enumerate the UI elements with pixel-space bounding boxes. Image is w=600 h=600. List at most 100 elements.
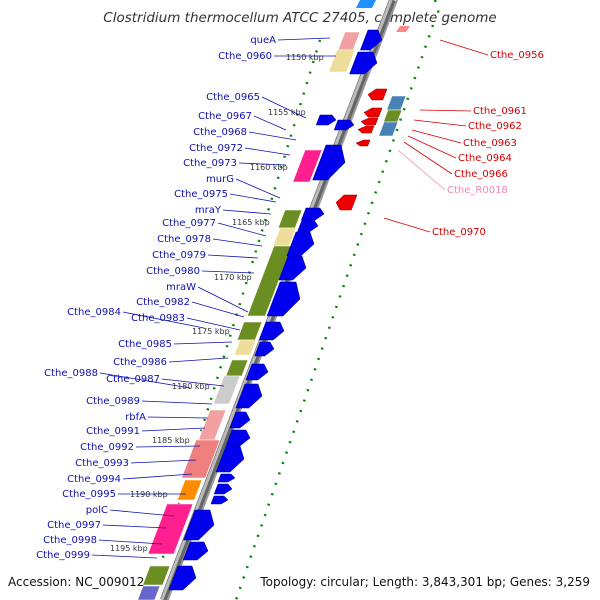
gene-label-rbfa: rbfA bbox=[125, 412, 146, 423]
gene-feature-block bbox=[246, 245, 293, 317]
reverse-gene-arrow bbox=[360, 117, 379, 126]
gene-leader-line bbox=[130, 459, 197, 464]
gene-label-cthe_0998: Cthe_0998 bbox=[43, 535, 97, 546]
reverse-gene-arrow bbox=[396, 26, 410, 32]
gene-label-cthe_0997: Cthe_0997 bbox=[47, 520, 101, 531]
gene-label-cthe_0962: Cthe_0962 bbox=[468, 121, 522, 132]
gene-leader-line bbox=[186, 317, 241, 331]
gene-leader-line bbox=[168, 357, 229, 363]
gene-leader-line bbox=[201, 270, 255, 274]
dotted-guide-line bbox=[234, 24, 435, 600]
gene-feature-block bbox=[225, 359, 249, 377]
gene-leader-line bbox=[122, 311, 205, 329]
gene-label-cthe_0961: Cthe_0961 bbox=[473, 106, 527, 117]
reverse-gene-arrow bbox=[357, 125, 375, 134]
gene-label-cthe_0984: Cthe_0984 bbox=[67, 307, 121, 318]
gene-feature-block bbox=[137, 585, 161, 600]
gene-feature-block bbox=[386, 95, 407, 111]
gene-feature-block bbox=[147, 503, 194, 555]
gene-leader-line bbox=[207, 254, 259, 259]
gene-leader-line bbox=[91, 554, 158, 559]
kbp-tick-label: 1175 kbp bbox=[192, 327, 230, 336]
forward-gene-arrow bbox=[213, 483, 233, 495]
gene-leader-line bbox=[98, 539, 163, 545]
gene-leader-line bbox=[411, 129, 462, 144]
gene-leader-line bbox=[407, 135, 457, 159]
gene-leader-line bbox=[191, 301, 245, 318]
gene-label-cthe_0993: Cthe_0993 bbox=[75, 458, 129, 469]
gene-leader-line bbox=[277, 37, 331, 41]
gene-label-cthe_0982: Cthe_0982 bbox=[136, 297, 190, 308]
gene-leader-line bbox=[397, 149, 446, 191]
forward-gene-arrow bbox=[235, 383, 263, 409]
gene-label-cthe_0994: Cthe_0994 bbox=[67, 474, 121, 485]
gene-leader-line bbox=[403, 141, 453, 175]
forward-gene-arrow bbox=[254, 341, 275, 357]
gene-leader-line bbox=[197, 286, 249, 313]
forward-gene-arrow bbox=[301, 207, 325, 221]
gene-label-cthe_0991: Cthe_0991 bbox=[86, 426, 140, 437]
forward-gene-arrow bbox=[182, 541, 209, 561]
gene-label-cthe_r0018: Cthe_R0018 bbox=[447, 185, 508, 196]
forward-gene-arrow bbox=[168, 565, 197, 591]
gene-leader-line bbox=[238, 162, 287, 166]
gene-leader-line bbox=[147, 416, 209, 419]
gene-leader-line bbox=[141, 400, 213, 405]
gene-label-cthe_0986: Cthe_0986 bbox=[113, 357, 167, 368]
gene-feature-block bbox=[337, 31, 361, 51]
gene-leader-line bbox=[248, 131, 297, 141]
gene-label-quea: queA bbox=[250, 35, 276, 46]
kbp-tick-label: 1180 kbp bbox=[172, 382, 210, 391]
gene-label-cthe_0999: Cthe_0999 bbox=[36, 550, 90, 561]
kbp-tick-label: 1185 kbp bbox=[152, 436, 190, 445]
kbp-tick-label: 1155 kbp bbox=[268, 108, 306, 117]
forward-gene-arrow bbox=[215, 445, 245, 473]
forward-gene-arrow bbox=[333, 119, 355, 131]
gene-feature-block bbox=[328, 49, 356, 73]
gene-label-cthe_0970: Cthe_0970 bbox=[432, 227, 486, 238]
gene-label-cthe_0983: Cthe_0983 bbox=[131, 313, 185, 324]
gene-label-cthe_0966: Cthe_0966 bbox=[454, 169, 508, 180]
forward-gene-arrow bbox=[356, 0, 376, 8]
gene-label-polc: polC bbox=[86, 505, 108, 516]
forward-gene-arrow bbox=[359, 29, 383, 51]
gene-label-mray: mraY bbox=[195, 205, 222, 216]
gene-feature-block bbox=[277, 209, 303, 229]
map-title: Clostridium thermocellum ATCC 27405, com… bbox=[103, 10, 497, 26]
gene-leader-line bbox=[212, 238, 263, 247]
forward-gene-arrow bbox=[278, 255, 307, 281]
gene-leader-line bbox=[439, 39, 489, 56]
gene-leader-line bbox=[217, 222, 267, 237]
reverse-gene-arrow bbox=[355, 139, 371, 147]
gene-label-cthe_0980: Cthe_0980 bbox=[146, 266, 200, 277]
gene-feature-block bbox=[142, 565, 171, 586]
gene-leader-line bbox=[229, 193, 277, 203]
gene-leader-line bbox=[102, 524, 167, 529]
gene-leader-line bbox=[122, 473, 193, 480]
gene-leader-line bbox=[383, 217, 431, 233]
forward-gene-arrow bbox=[217, 473, 236, 483]
gene-label-cthe_0979: Cthe_0979 bbox=[152, 250, 206, 261]
gene-feature-block bbox=[378, 121, 399, 137]
gene-leader-line bbox=[99, 372, 191, 389]
forward-gene-arrow bbox=[315, 114, 337, 126]
gene-leader-line bbox=[141, 427, 206, 432]
forward-gene-arrow bbox=[229, 411, 251, 429]
reverse-gene-arrow bbox=[335, 194, 358, 211]
kbp-tick-label: 1195 kbp bbox=[110, 544, 148, 553]
kbp-tick-label: 1170 kbp bbox=[214, 273, 252, 282]
dotted-guide-line bbox=[433, 0, 442, 19]
kbp-tick-label: 1190 kbp bbox=[130, 490, 168, 499]
accession-label: Accession: NC_009012 bbox=[8, 575, 145, 589]
gene-feature-block bbox=[212, 375, 241, 405]
gene-leader-line bbox=[244, 147, 291, 156]
gene-feature-block bbox=[236, 321, 263, 341]
gene-feature-block bbox=[176, 479, 203, 501]
gene-label-cthe_0963: Cthe_0963 bbox=[463, 138, 517, 149]
gene-label-cthe_0965: Cthe_0965 bbox=[206, 92, 260, 103]
gene-leader-line bbox=[419, 109, 472, 112]
gene-leader-line bbox=[261, 96, 307, 119]
gene-leader-line bbox=[161, 378, 225, 387]
gene-label-murg: murG bbox=[206, 174, 234, 185]
